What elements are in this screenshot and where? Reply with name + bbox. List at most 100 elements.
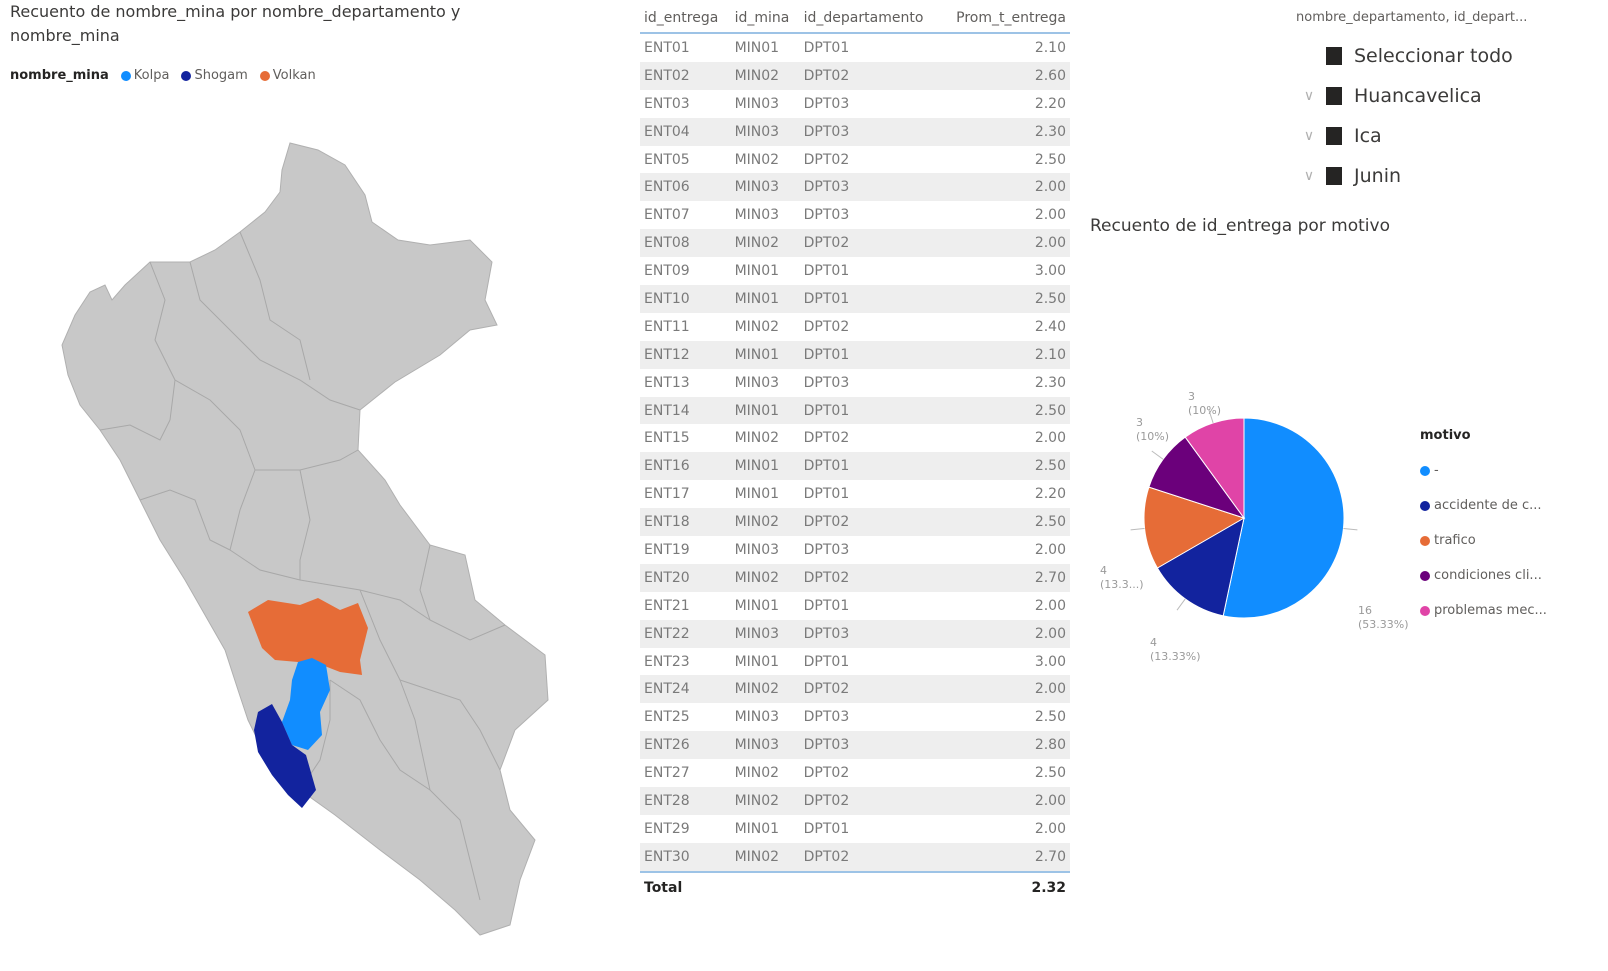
table-row[interactable]: ENT25 MIN03 DPT03 2.50 xyxy=(640,703,1070,731)
pie-slice[interactable] xyxy=(1222,417,1345,619)
pie-legend-label: problemas mec... xyxy=(1434,603,1547,618)
cell-id-departamento: DPT03 xyxy=(799,173,941,202)
pie-legend-entry[interactable]: condiciones cli... xyxy=(1420,558,1547,593)
cell-id-mina: MIN02 xyxy=(730,787,800,815)
table-row[interactable]: ENT18 MIN02 DPT02 2.50 xyxy=(640,508,1070,537)
slicer-item[interactable]: ∨ Huancavelica xyxy=(1296,76,1596,116)
cell-id-departamento: DPT03 xyxy=(803,541,850,558)
pie-leader-line xyxy=(1151,450,1164,460)
pie-legend-entry[interactable]: - xyxy=(1420,453,1547,488)
slicer-item[interactable]: ∨ Junin xyxy=(1296,156,1596,196)
pie-slice[interactable] xyxy=(1143,486,1246,569)
chevron-down-icon[interactable]: ∨ xyxy=(1303,168,1315,184)
table-row[interactable]: ENT02 MIN02 DPT02 2.60 xyxy=(640,61,1070,90)
table-row[interactable]: ENT07 MIN03 DPT03 2.00 xyxy=(640,201,1070,229)
table-row[interactable]: ENT23 MIN01 DPT01 3.00 xyxy=(640,648,1070,676)
pie-data-label-value: 3 xyxy=(1136,416,1143,429)
map-legend-shogam[interactable]: Shogam xyxy=(181,68,248,83)
table-row[interactable]: ENT14 MIN01 DPT01 2.50 xyxy=(640,396,1070,425)
table-row[interactable]: ENT01 MIN01 DPT01 2.10 xyxy=(640,33,1070,62)
cell-id-entrega: ENT20 xyxy=(640,563,731,592)
table-visual[interactable]: id_entrega id_mina id_departamento Prom_… xyxy=(640,6,1080,903)
cell-id-departamento: DPT03 xyxy=(803,709,850,726)
cell-prom-t-entrega: 2.00 xyxy=(940,173,1070,202)
table-row[interactable]: ENT13 MIN03 DPT03 2.30 xyxy=(640,369,1070,397)
table-row[interactable]: ENT15 MIN02 DPT02 2.00 xyxy=(640,424,1070,452)
column-header-id-entrega[interactable]: id_entrega xyxy=(640,6,731,34)
checkbox[interactable] xyxy=(1326,47,1342,65)
table-row[interactable]: ENT28 MIN02 DPT02 2.00 xyxy=(640,787,1070,815)
table-row[interactable]: ENT26 MIN03 DPT03 2.80 xyxy=(640,731,1070,760)
checkbox[interactable] xyxy=(1326,167,1342,185)
cell-prom-t-entrega: 2.00 xyxy=(940,229,1070,258)
map-legend-volkan[interactable]: Volkan xyxy=(259,68,316,83)
cell-id-departamento: DPT03 xyxy=(799,117,941,146)
pie-legend-entry[interactable]: accidente de c... xyxy=(1420,488,1547,523)
table-row[interactable]: ENT30 MIN02 DPT02 2.70 xyxy=(640,842,1070,872)
peru-map[interactable] xyxy=(0,120,620,971)
slicer-item[interactable]: Seleccionar todo xyxy=(1296,36,1596,76)
table-row[interactable]: ENT04 MIN03 DPT03 2.30 xyxy=(640,117,1070,146)
table-row[interactable]: ENT29 MIN01 DPT01 2.00 xyxy=(640,815,1070,843)
legend-label-shogam: Shogam xyxy=(194,68,248,83)
table-row[interactable]: ENT27 MIN02 DPT02 2.50 xyxy=(640,759,1070,787)
region-volkan[interactable] xyxy=(248,598,368,675)
map-legend-kolpa[interactable]: Kolpa xyxy=(120,68,170,83)
pie-chart[interactable]: 16(53.33%)4(13.33%)4(13.3...)3(10%)3(10%… xyxy=(1090,216,1608,716)
region-kolpa[interactable] xyxy=(282,658,330,750)
table-row[interactable]: ENT09 MIN01 DPT01 3.00 xyxy=(640,257,1070,285)
table-row[interactable]: ENT16 MIN01 DPT01 2.50 xyxy=(640,452,1070,481)
cell-id-entrega: ENT08 xyxy=(640,229,731,258)
cell-prom-t-entrega: 2.10 xyxy=(1034,39,1066,56)
pie-legend-label: - xyxy=(1434,463,1439,478)
cell-id-entrega: ENT25 xyxy=(644,709,690,726)
table-row[interactable]: ENT12 MIN01 DPT01 2.10 xyxy=(640,340,1070,369)
table-row[interactable]: ENT11 MIN02 DPT02 2.40 xyxy=(640,313,1070,341)
pie-data-label-value: 16 xyxy=(1358,604,1372,617)
cell-id-departamento: DPT03 xyxy=(799,619,941,648)
departamento-slicer[interactable]: nombre_departamento, id_depart... Selecc… xyxy=(1296,6,1596,196)
column-header-id-mina[interactable]: id_mina xyxy=(730,6,800,34)
table-row[interactable]: ENT20 MIN02 DPT02 2.70 xyxy=(640,563,1070,592)
pie-legend-entry[interactable]: trafico xyxy=(1420,523,1547,558)
table-row[interactable]: ENT06 MIN03 DPT03 2.00 xyxy=(640,173,1070,202)
cell-prom-t-entrega: 2.10 xyxy=(940,340,1070,369)
legend-label-kolpa: Kolpa xyxy=(133,68,170,83)
table-row[interactable]: ENT21 MIN01 DPT01 2.00 xyxy=(640,592,1070,620)
table-row[interactable]: ENT24 MIN02 DPT02 2.00 xyxy=(640,675,1070,704)
table-row[interactable]: ENT22 MIN03 DPT03 2.00 xyxy=(640,619,1070,648)
table-row[interactable]: ENT03 MIN03 DPT03 2.20 xyxy=(640,90,1070,118)
pie-data-label-percent: (53.33%) xyxy=(1358,618,1409,631)
chevron-down-icon[interactable]: ∨ xyxy=(1303,128,1315,144)
pie-slice[interactable] xyxy=(1156,517,1245,617)
table-row[interactable]: ENT17 MIN01 DPT01 2.20 xyxy=(640,480,1070,508)
cell-id-entrega: ENT30 xyxy=(640,842,731,872)
checkbox[interactable] xyxy=(1326,87,1342,105)
cell-prom-t-entrega: 2.50 xyxy=(1034,709,1066,726)
column-header-prom-t-entrega[interactable]: Prom_t_entrega xyxy=(940,6,1070,34)
chevron-down-icon[interactable]: ∨ xyxy=(1303,88,1315,104)
slicer-item[interactable]: ∨ Ica xyxy=(1296,116,1596,156)
table-row[interactable]: ENT08 MIN02 DPT02 2.00 xyxy=(640,229,1070,258)
cell-id-departamento: DPT02 xyxy=(803,151,850,168)
cell-id-departamento: DPT01 xyxy=(803,263,850,280)
total-label: Total xyxy=(640,870,941,903)
slicer-items: Seleccionar todo ∨ Huancavelica ∨ Ica ∨ Junin xyxy=(1296,36,1596,196)
pie-data-label-value: 3 xyxy=(1188,390,1195,403)
table-row[interactable]: ENT19 MIN03 DPT03 2.00 xyxy=(640,536,1070,564)
checkbox[interactable] xyxy=(1326,127,1342,145)
legend-dot xyxy=(1420,500,1430,511)
map-visual[interactable]: Recuento de nombre_mina por nombre_depar… xyxy=(0,0,620,971)
cell-prom-t-entrega: 2.00 xyxy=(940,675,1070,704)
table-row[interactable]: ENT10 MIN01 DPT01 2.50 xyxy=(640,285,1070,313)
cell-id-mina: MIN01 xyxy=(734,820,780,837)
cell-id-departamento: DPT01 xyxy=(803,486,850,503)
region-shogam[interactable] xyxy=(254,704,316,808)
cell-id-mina: MIN02 xyxy=(730,675,800,704)
cell-id-entrega: ENT10 xyxy=(640,285,731,313)
pie-visual[interactable]: Recuento de id_entrega por motivo 16 (53.… xyxy=(1090,216,1608,716)
cell-prom-t-entrega: 2.50 xyxy=(940,285,1070,313)
pie-legend-entry[interactable]: problemas mec... xyxy=(1420,593,1547,628)
table-row[interactable]: ENT05 MIN02 DPT02 2.50 xyxy=(640,146,1070,174)
column-header-id-departamento[interactable]: id_departamento xyxy=(799,6,941,34)
